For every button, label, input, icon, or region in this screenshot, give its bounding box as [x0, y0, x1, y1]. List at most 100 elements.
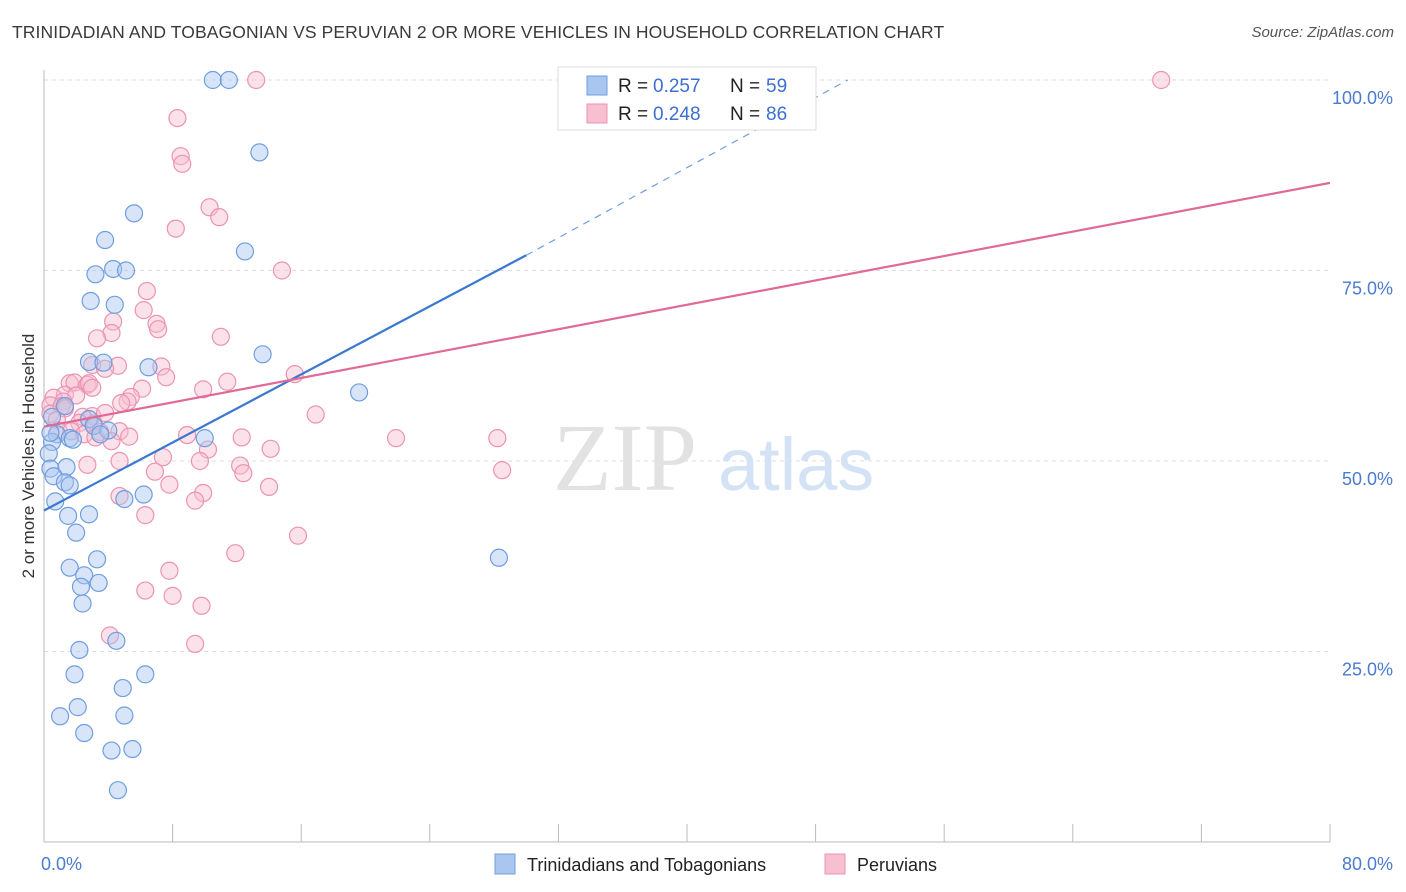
bottom-legend-label-blue: Trinidadians and Tobagonians [527, 855, 766, 875]
y-tick-label-3: 100.0% [1332, 88, 1393, 108]
peruvian-point-72 [259, 477, 279, 497]
trinidadian-point-53 [75, 723, 94, 743]
trinidadian-point-9 [81, 291, 100, 311]
peruvian-point-60 [102, 432, 121, 451]
bottom-legend-swatch-pink [824, 853, 846, 875]
peruvian-point-5 [200, 198, 219, 217]
peruvian-point-13 [149, 320, 168, 339]
trinidadian-point-50 [50, 707, 70, 726]
peruvian-point-28 [83, 378, 102, 397]
trinidadian-point-43 [73, 594, 92, 613]
trinidadian-point-28 [57, 457, 76, 477]
series-legend: Trinidadians and Tobagonians Peruvians [494, 853, 937, 875]
peruvian-point-81 [163, 586, 182, 605]
peruvian-point-19 [152, 357, 171, 376]
y-tick-label-1: 50.0% [1342, 469, 1393, 489]
trinidadian-point-10 [105, 295, 124, 314]
trinidadian-point-8 [116, 261, 136, 280]
trinidadian-point-23 [63, 430, 83, 449]
watermark-atlas: atlas [718, 423, 874, 506]
trinidadian-point-37 [67, 523, 86, 542]
peruvian-point-62 [261, 439, 280, 458]
trinidadian-point-42 [71, 577, 91, 596]
y-tick-label-0: 25.0% [1342, 660, 1393, 680]
chart-title: TRINIDADIAN AND TOBAGONIAN VS PERUVIAN 2… [12, 22, 945, 42]
peruvian-point-71 [160, 475, 179, 494]
trinidadian-point-46 [70, 640, 89, 660]
peruvian-point-58 [488, 429, 507, 448]
trinidadian-point-54 [102, 741, 121, 760]
peruvian-point-8 [272, 261, 292, 280]
trinidadian-point-41 [89, 573, 108, 593]
peruvian-point-82 [192, 596, 211, 615]
trinidadian-point-6 [86, 265, 105, 284]
legend-n-label-blue: N = [730, 76, 760, 97]
y-axis-label: 2 or more Vehicles in Household [19, 334, 38, 579]
trinidadian-point-14 [139, 358, 158, 377]
peruvian-point-68 [145, 462, 165, 481]
peruvian-point-6 [210, 208, 229, 227]
trinidadian-point-2 [250, 143, 269, 162]
trinidadian-point-45 [107, 631, 126, 650]
peruvian-point-22 [157, 368, 176, 387]
peruvian-point-74 [110, 486, 129, 506]
peruvian-point-30 [194, 380, 213, 399]
trinidadian-point-35 [59, 506, 78, 525]
peruvian-point-7 [166, 219, 185, 238]
trinidadian-point-3 [124, 204, 144, 223]
peruvian-point-53 [120, 427, 139, 446]
peruvian-point-20 [95, 359, 115, 378]
peruvian-point-80 [136, 581, 155, 600]
peruvian-point-69 [493, 461, 512, 480]
trinidadian-point-12 [79, 352, 99, 372]
trinidadian-point-36 [79, 505, 99, 524]
peruvian-point-77 [288, 526, 308, 545]
trinidadian-point-0 [203, 70, 222, 90]
y-tick-labels: 25.0% 50.0% 75.0% 100.0% [1332, 88, 1393, 680]
trinidadian-point-26 [39, 444, 58, 463]
legend-n-label-pink: N = [730, 104, 760, 125]
peruvian-point-57 [386, 429, 406, 448]
x-tick-label-1: 80.0% [1342, 854, 1393, 874]
trinidadian-point-1 [219, 70, 238, 90]
legend-swatch-blue [586, 75, 608, 96]
peruvian-point-67 [234, 464, 253, 483]
trend-line-trinidadians [43, 254, 527, 512]
trinidadian-point-55 [123, 739, 142, 759]
trinidadian-point-24 [42, 432, 62, 452]
peruvian-point-16 [211, 327, 230, 346]
peruvian-point-9 [137, 281, 156, 301]
trinidadian-point-29 [44, 467, 63, 486]
peruvian-point-56 [232, 428, 251, 447]
trinidadian-point-13 [94, 353, 113, 372]
trinidadian-point-48 [136, 665, 155, 684]
trinidadian-point-25 [195, 429, 214, 448]
legend-r-label-pink: R = [618, 104, 648, 125]
trinidadian-point-49 [113, 678, 132, 698]
trinidadian-point-16 [55, 397, 74, 416]
legend-n-value-pink: 86 [766, 104, 787, 125]
trinidadian-point-31 [60, 476, 79, 495]
grid-lines [44, 79, 1330, 652]
trinidadian-point-17 [42, 407, 62, 426]
trinidadian-point-58 [91, 425, 110, 444]
peruvian-point-63 [190, 451, 210, 471]
series-trinidadians [39, 70, 509, 800]
peruvian-point-37 [112, 393, 131, 413]
trinidadian-point-56 [108, 781, 128, 800]
bottom-legend-swatch-blue [494, 853, 516, 875]
peruvian-point-1 [1152, 70, 1171, 90]
peruvian-point-44 [306, 405, 325, 424]
trinidadian-point-44 [489, 548, 509, 567]
legend-r-label-blue: R = [618, 76, 648, 97]
legend-n-value-blue: 59 [766, 76, 787, 97]
legend-swatch-pink [586, 103, 608, 124]
peruvian-point-2 [168, 108, 187, 128]
trinidadian-point-57 [41, 423, 60, 442]
trinidadian-point-34 [115, 490, 134, 509]
peruvian-point-70 [78, 455, 97, 474]
watermark-zip: ZIP [553, 404, 697, 511]
trinidadian-point-51 [68, 698, 87, 717]
legend-r-value-pink: 0.248 [653, 104, 701, 125]
